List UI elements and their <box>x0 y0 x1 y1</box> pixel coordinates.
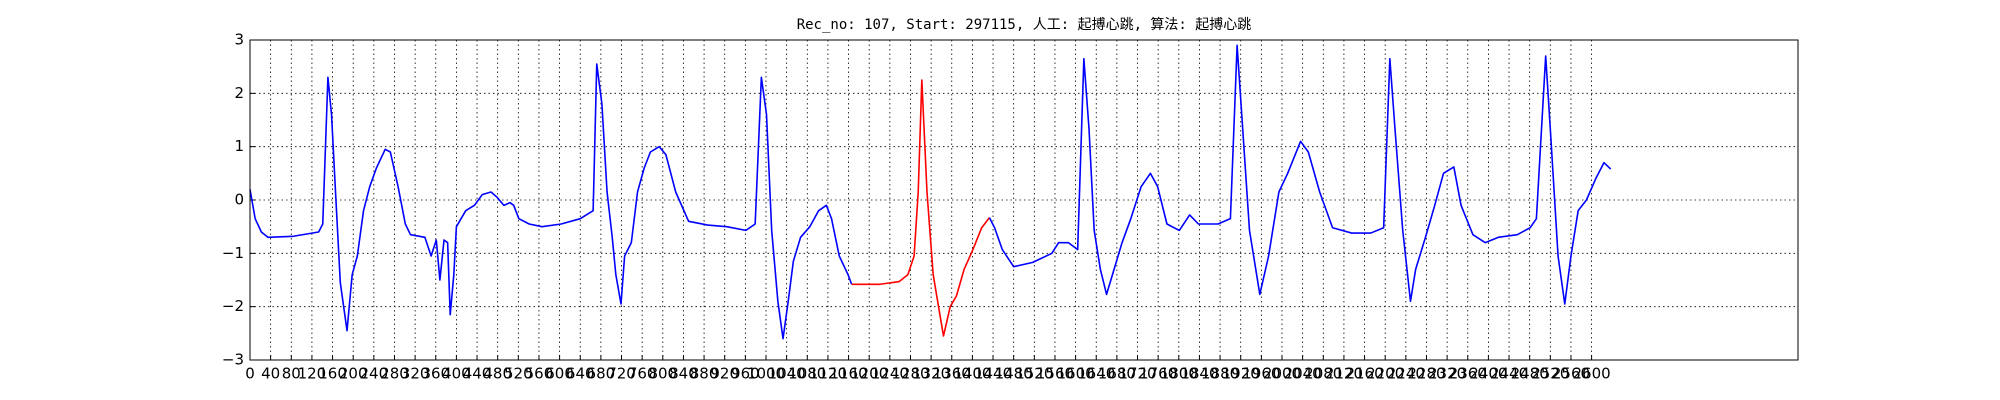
x-tick-label: 1520 <box>1015 365 1053 383</box>
x-tick-label: 840 <box>669 365 698 383</box>
x-tick-label: 2440 <box>1490 365 1528 383</box>
x-tick-label: 1920 <box>1222 365 1260 383</box>
x-tick-label: 80 <box>282 365 301 383</box>
x-tick-label: 1600 <box>1057 365 1095 383</box>
x-tick-label: 640 <box>566 365 595 383</box>
x-tick-label: 2520 <box>1531 365 1569 383</box>
chart-title: Rec_no: 107, Start: 297115, 人工: 起搏心跳, 算法… <box>797 16 1252 33</box>
x-tick-label: 240 <box>360 365 389 383</box>
y-tick-label: 3 <box>234 31 244 49</box>
x-tick-label: 1400 <box>953 365 991 383</box>
plot-frame <box>249 39 1799 361</box>
x-tick-label: 2000 <box>1263 365 1301 383</box>
x-tick-label: 1440 <box>974 365 1012 383</box>
y-tick-label: 1 <box>234 137 244 155</box>
x-tick-label: 1200 <box>850 365 888 383</box>
x-tick-label: 880 <box>690 365 719 383</box>
x-tick-label: 360 <box>421 365 450 383</box>
x-tick-label: 2360 <box>1449 365 1487 383</box>
x-tick-label: 1480 <box>995 365 1033 383</box>
x-tick-label: 1080 <box>788 365 826 383</box>
y-tick-label: 0 <box>234 191 244 209</box>
x-tick-label: 720 <box>607 365 636 383</box>
x-tick-label: 2200 <box>1366 365 1404 383</box>
x-tick-label: 280 <box>380 365 409 383</box>
x-tick-label: 2120 <box>1325 365 1363 383</box>
x-tick-label: 1560 <box>1036 365 1074 383</box>
x-tick-label: 1760 <box>1139 365 1177 383</box>
x-tick-label: 2320 <box>1428 365 1466 383</box>
x-tick-label: 1800 <box>1160 365 1198 383</box>
x-tick-label: 1640 <box>1077 365 1115 383</box>
x-tick-label: 2600 <box>1573 365 1611 383</box>
x-tick-label: 2560 <box>1552 365 1590 383</box>
x-tick-label: 0 <box>245 365 255 383</box>
x-tick-label: 800 <box>648 365 677 383</box>
y-tick-label: −2 <box>222 297 244 315</box>
x-tick-label: 1840 <box>1180 365 1218 383</box>
x-tick-label: 760 <box>628 365 657 383</box>
series-line <box>851 79 991 337</box>
x-tick-label: 1880 <box>1201 365 1239 383</box>
y-tick-label: −1 <box>222 244 244 262</box>
x-tick-label: 1000 <box>747 365 785 383</box>
x-tick-label: 1120 <box>809 365 847 383</box>
x-tick-label: 680 <box>587 365 616 383</box>
x-tick-label: 1720 <box>1118 365 1156 383</box>
x-tick-label: 1680 <box>1098 365 1136 383</box>
series-line <box>249 63 853 340</box>
x-tick-label: 120 <box>298 365 327 383</box>
series-line <box>988 44 1612 305</box>
x-tick-label: 200 <box>339 365 368 383</box>
x-tick-label: 920 <box>710 365 739 383</box>
x-tick-label: 1960 <box>1242 365 1280 383</box>
x-tick-label: 1360 <box>933 365 971 383</box>
x-tick-label: 1040 <box>768 365 806 383</box>
y-tick-label: 2 <box>234 84 244 102</box>
x-tick-label: 2240 <box>1387 365 1425 383</box>
x-tick-label: 1240 <box>871 365 909 383</box>
x-tick-label: 1160 <box>829 365 867 383</box>
x-tick-label: 1320 <box>912 365 950 383</box>
x-tick-label: 400 <box>442 365 471 383</box>
x-tick-label: 2480 <box>1511 365 1549 383</box>
x-tick-label: 2400 <box>1469 365 1507 383</box>
x-tick-label: 2040 <box>1284 365 1322 383</box>
x-tick-label: 2280 <box>1407 365 1445 383</box>
x-tick-label: 1280 <box>891 365 929 383</box>
x-tick-label: 440 <box>463 365 492 383</box>
x-tick-label: 2160 <box>1345 365 1383 383</box>
x-tick-label: 600 <box>545 365 574 383</box>
x-tick-label: 480 <box>483 365 512 383</box>
x-tick-label: 160 <box>318 365 347 383</box>
x-tick-label: 560 <box>525 365 554 383</box>
x-tick-label: 320 <box>401 365 430 383</box>
x-tick-label: 2080 <box>1304 365 1342 383</box>
x-tick-label: 960 <box>731 365 760 383</box>
x-tick-label: 40 <box>261 365 280 383</box>
y-tick-label: −3 <box>222 351 244 369</box>
x-tick-label: 520 <box>504 365 533 383</box>
